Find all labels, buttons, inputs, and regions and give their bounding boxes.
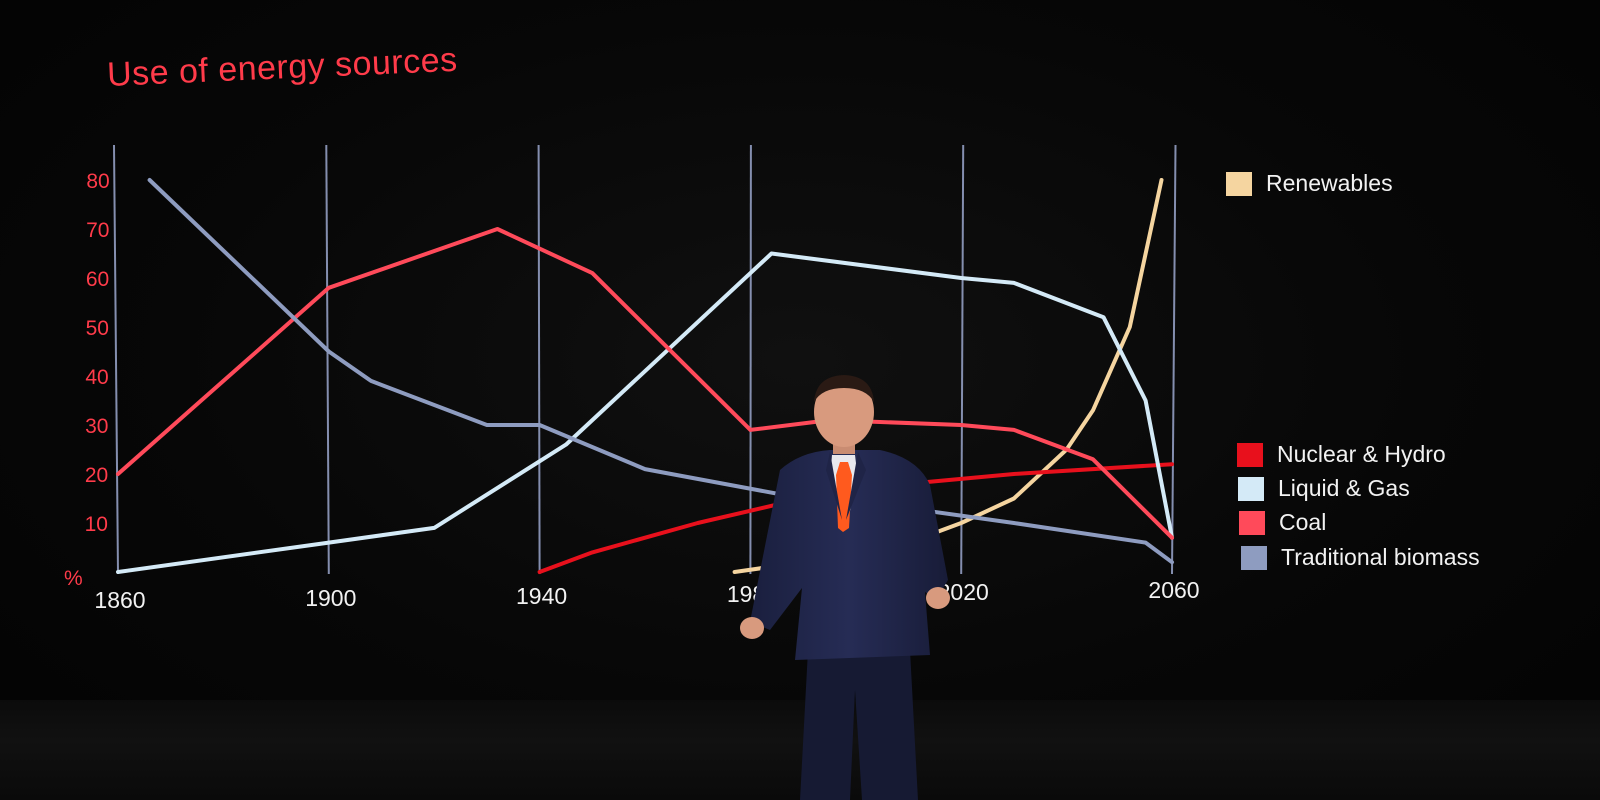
grid-line-2060 (1171, 144, 1177, 575)
y-tick-label: 50 (86, 317, 109, 340)
grid-line-2020 (960, 144, 965, 575)
y-tick-label: 80 (86, 170, 109, 193)
y-tick-label: 40 (85, 366, 108, 389)
grid-line-1940 (537, 144, 541, 575)
y-tick-label: 30 (85, 415, 108, 438)
grid-lines (113, 144, 1177, 575)
series-line-liquid-gas (116, 251, 1174, 574)
grid-line-1900 (325, 144, 330, 575)
y-tick-label: 60 (86, 268, 109, 291)
grid-line-1860 (113, 144, 119, 575)
x-tick-label: 2060 (1148, 577, 1199, 603)
series-line-traditional-biomass (147, 178, 1174, 565)
x-tick-labels: 1860 1900 1940 1980 2020 2060 (94, 577, 1199, 613)
x-tick-label: 1940 (516, 583, 567, 609)
grid-line-1980 (749, 144, 752, 575)
x-tick-label: 1900 (305, 585, 356, 611)
y-tick-label: 70 (86, 219, 109, 242)
stage-floor (0, 700, 1600, 800)
series-line-coal (116, 227, 1174, 540)
y-tick-label: 20 (85, 464, 108, 487)
x-tick-label: 1860 (94, 587, 145, 613)
y-tick-labels: 10 20 30 40 50 60 70 80 (85, 170, 110, 536)
y-tick-label: 10 (85, 513, 108, 536)
y-axis-unit-label: % (64, 567, 83, 590)
